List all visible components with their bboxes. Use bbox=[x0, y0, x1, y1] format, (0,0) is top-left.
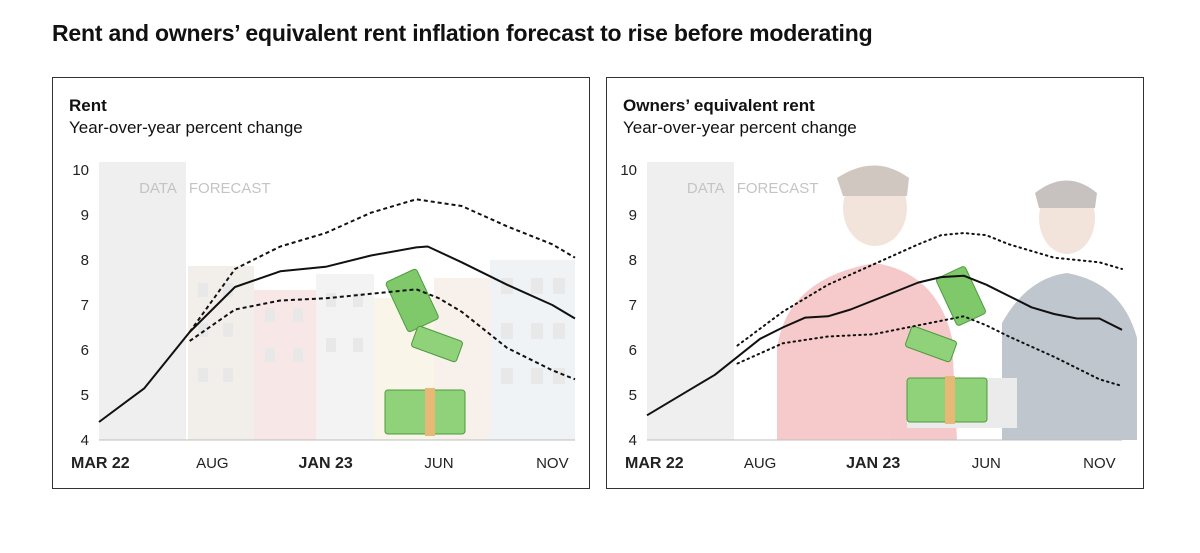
data-region bbox=[647, 162, 734, 440]
x-tick-label: JAN 23 bbox=[846, 455, 900, 472]
y-tick-label: 10 bbox=[620, 162, 637, 179]
x-tick-label: JUN bbox=[972, 455, 1001, 472]
y-tick-label: 5 bbox=[629, 387, 637, 404]
y-tick-label: 9 bbox=[81, 207, 89, 224]
x-tick-label: NOV bbox=[1083, 455, 1116, 472]
x-tick-label: JAN 23 bbox=[299, 455, 353, 472]
illustration-buildings bbox=[188, 260, 575, 440]
oer-chart-title: Owners’ equivalent rent bbox=[623, 96, 815, 115]
y-tick-label: 8 bbox=[629, 252, 637, 269]
y-tick-label: 6 bbox=[629, 342, 637, 359]
x-tick-label: AUG bbox=[196, 455, 229, 472]
oer-chart-panel: Owners’ equivalent rent Year-over-year p… bbox=[606, 77, 1144, 489]
x-tick-label: MAR 22 bbox=[71, 455, 130, 472]
oer-chart-svg: DATA FORECAST 4 5 6 7 8 9 10 MAR 22 AUG JAN 23 JUN NO… bbox=[620, 162, 1137, 472]
illustration-money bbox=[384, 268, 466, 436]
data-region-label: DATA bbox=[139, 180, 177, 197]
rent-chart-svg: DATA FORECAST 4 5 6 7 8 9 10 MAR 22 AUG JAN 23 JUN NO… bbox=[71, 162, 576, 472]
data-region-label: DATA bbox=[687, 180, 725, 197]
y-tick-label: 7 bbox=[629, 297, 637, 314]
y-tick-label: 6 bbox=[81, 342, 89, 359]
series-line-dashed bbox=[188, 198, 576, 333]
data-region bbox=[99, 162, 186, 440]
series-line-dotted bbox=[736, 315, 1123, 387]
y-tick-label: 7 bbox=[81, 297, 89, 314]
rent-chart-subtitle: Year-over-year percent change bbox=[69, 118, 303, 137]
y-tick-label: 5 bbox=[81, 387, 89, 404]
series-line-solid bbox=[646, 274, 1123, 417]
rent-chart-title: Rent bbox=[69, 96, 107, 115]
forecast-region-label: FORECAST bbox=[737, 180, 819, 197]
series-line-dotted bbox=[736, 232, 1123, 347]
oer-chart-subtitle: Year-over-year percent change bbox=[623, 118, 857, 137]
illustration-money bbox=[905, 266, 988, 424]
y-tick-label: 4 bbox=[629, 432, 637, 449]
y-tick-label: 10 bbox=[72, 162, 89, 179]
x-tick-label: JUN bbox=[424, 455, 453, 472]
y-tick-label: 9 bbox=[629, 207, 637, 224]
rent-chart-panel: Rent Year-over-year percent change bbox=[52, 77, 590, 489]
main-title: Rent and owners’ equivalent rent inflati… bbox=[52, 20, 873, 46]
series-line-dashed bbox=[189, 288, 576, 381]
x-tick-label: NOV bbox=[536, 455, 569, 472]
x-tick-label: MAR 22 bbox=[625, 455, 684, 472]
forecast-region-label: FORECAST bbox=[189, 180, 271, 197]
x-tick-label: AUG bbox=[744, 455, 777, 472]
y-tick-label: 8 bbox=[81, 252, 89, 269]
y-tick-label: 4 bbox=[81, 432, 89, 449]
